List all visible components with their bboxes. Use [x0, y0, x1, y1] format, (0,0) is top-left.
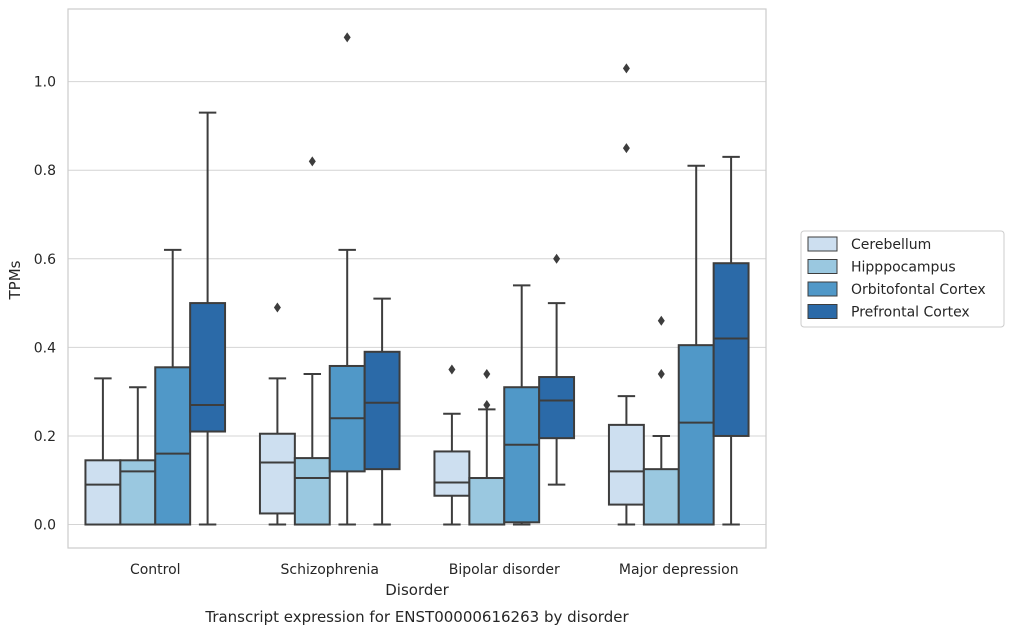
outlier-point: [483, 368, 491, 379]
box-iqr: [712, 262, 750, 437]
chart-caption: Transcript expression for ENST0000061626…: [204, 608, 629, 626]
box-orbitofontal-cortex: [503, 284, 541, 526]
box-iqr: [189, 302, 227, 433]
x-tick-label: Schizophrenia: [281, 562, 379, 578]
y-axis-ticks: 0.0 0.2 0.4 0.6 0.8 1.0: [34, 75, 56, 534]
box-prefrontal-cortex: [712, 155, 750, 526]
outlier-point: [657, 368, 665, 379]
box-cerebellum: [433, 364, 471, 526]
outlier-point: [343, 32, 351, 43]
outlier-point: [308, 156, 316, 167]
outlier-point: [553, 253, 561, 264]
x-axis-ticks: Control Schizophrenia Bipolar disorder Majo…: [130, 562, 739, 578]
legend-label: Hipppocampus: [851, 260, 956, 276]
box-iqr: [258, 432, 296, 515]
y-tick-label: 0.8: [34, 163, 56, 179]
legend: Cerebellum Hipppocampus Orbitofontal Corte…: [800, 230, 1005, 328]
y-tick-label: 0.0: [34, 518, 56, 534]
outlier-point: [622, 63, 630, 74]
box-iqr: [84, 459, 122, 526]
legend-label: Orbitofontal Cortex: [851, 282, 986, 298]
box-plots: [84, 32, 750, 526]
y-axis-title: TPMs: [6, 260, 24, 300]
box-hipppocampus: [119, 386, 157, 526]
box-iqr: [468, 477, 506, 526]
legend-swatch: [807, 304, 838, 319]
box-orbitofontal-cortex: [328, 32, 366, 526]
box-orbitofontal-cortex: [154, 248, 192, 526]
legend-swatch: [807, 281, 838, 297]
box-cerebellum: [84, 377, 122, 526]
outlier-point: [483, 399, 491, 410]
outlier-point: [622, 143, 630, 154]
x-axis-title: Disorder: [385, 581, 449, 599]
legend-swatch: [807, 236, 838, 252]
box-cerebellum: [607, 63, 645, 526]
legend-swatch: [807, 259, 838, 274]
outlier-point: [448, 364, 456, 375]
legend-frame: [800, 230, 1005, 328]
box-iqr: [677, 344, 715, 526]
box-prefrontal-cortex: [363, 297, 401, 526]
box-prefrontal-cortex: [189, 111, 227, 526]
y-tick-label: 1.0: [34, 75, 56, 91]
box-iqr: [119, 459, 157, 526]
box-iqr: [154, 366, 192, 526]
box-cerebellum: [258, 302, 296, 526]
y-tick-label: 0.4: [34, 340, 56, 356]
box-hipppocampus: [642, 315, 680, 526]
box-iqr: [607, 423, 645, 506]
box-prefrontal-cortex: [538, 253, 576, 486]
box-orbitofontal-cortex: [677, 164, 715, 526]
box-iqr: [538, 376, 576, 440]
box-hipppocampus: [293, 156, 331, 526]
box-iqr: [363, 350, 401, 471]
legend-label: Prefrontal Cortex: [851, 305, 970, 321]
legend-label: Cerebellum: [851, 237, 931, 253]
box-iqr: [642, 468, 680, 526]
box-iqr: [293, 457, 331, 526]
outlier-point: [273, 302, 281, 313]
y-tick-label: 0.6: [34, 252, 56, 268]
box-hipppocampus: [468, 368, 506, 526]
box-iqr: [433, 450, 471, 497]
y-tick-label: 0.2: [34, 429, 56, 445]
box-iqr: [503, 386, 541, 524]
plot-frame: [67, 8, 767, 549]
outlier-point: [657, 315, 665, 326]
x-tick-label: Bipolar disorder: [449, 562, 560, 578]
x-tick-label: Major depression: [619, 562, 739, 578]
x-tick-label: Control: [130, 562, 181, 578]
